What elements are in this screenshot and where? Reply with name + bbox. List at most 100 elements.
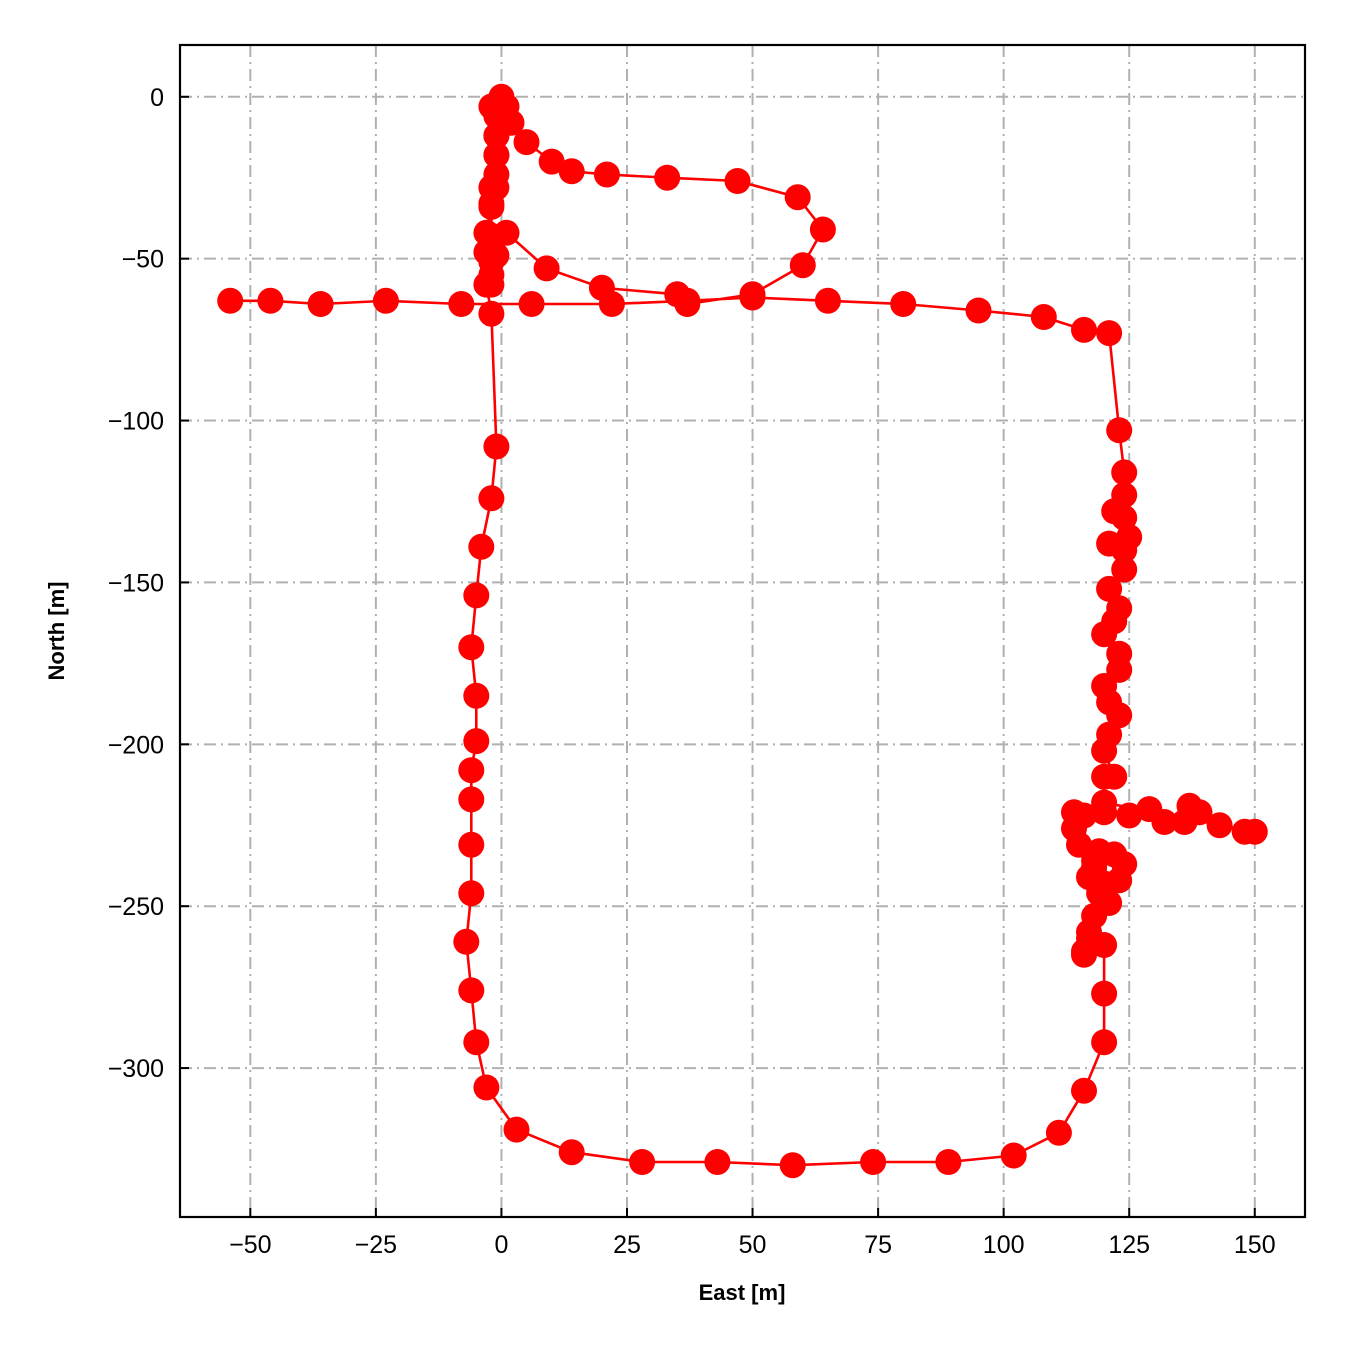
trajectory-point [483,433,510,460]
trajectory-point [1106,640,1133,667]
trajectory-point [1106,417,1133,444]
trajectory-point [860,1149,887,1175]
trajectory-point [1045,1119,1072,1146]
axis-ticks: −50 −25 0 25 50 75 100 125 1500−50−100−150−200−2… [108,84,1276,1259]
trajectory-point [483,142,510,169]
trajectory-point [463,682,490,709]
trajectory-point [1096,320,1123,347]
plot-area [217,83,1268,1179]
grid [180,45,1305,1217]
trajectory-point [307,291,334,317]
trajectory-point [935,1149,962,1175]
trajectory-point [257,287,284,314]
trajectory-point [598,291,625,317]
trajectory-point [1096,721,1123,748]
trajectory-point [448,291,475,317]
trajectory-point [473,271,500,298]
x-axis-label: East [m] [699,1280,786,1305]
trajectory-point [463,582,490,609]
trajectory-point [724,168,751,194]
trajectory-point [1096,530,1123,557]
trajectory-point [965,297,992,324]
trajectory-point [1096,575,1123,602]
trajectory-point [789,252,816,279]
x-tick-label: 50 [739,1231,767,1259]
trajectory-point [468,533,495,560]
y-tick-label: −300 [108,1055,164,1083]
trajectory-point [1071,1077,1097,1104]
trajectory-point [478,300,505,327]
trajectory-point [1096,890,1123,916]
trajectory-point [1076,925,1102,952]
y-tick-label: −150 [108,569,164,597]
trajectory-point [739,284,766,311]
trajectory-point [1106,595,1133,622]
trajectory-point [1091,980,1118,1007]
plot-frame [178,43,1307,1219]
trajectory-point [1091,789,1118,816]
x-tick-label: 0 [494,1231,508,1259]
x-tick-label: 25 [613,1231,641,1259]
trajectory-point [1071,802,1097,829]
trajectory-point [473,239,500,266]
trajectory-point [473,219,500,246]
trajectory-point [1111,482,1138,508]
trajectory-point [1101,841,1128,868]
trajectory-point [890,291,917,317]
trajectory-point [478,190,505,217]
trajectory-point [1111,556,1138,583]
trajectory-point [1091,1029,1118,1056]
trajectory-point [463,1029,490,1056]
trajectory-point [513,129,540,156]
x-tick-label: 100 [983,1231,1025,1259]
trajectory-point [784,184,811,211]
trajectory-point [1111,459,1138,486]
trajectory-point [372,287,399,314]
trajectory-point [558,158,585,185]
trajectory-point [1186,799,1213,826]
trajectory-point [483,122,510,149]
trajectory-point [558,1139,585,1166]
trajectory-point [458,634,485,661]
trajectory-point [654,164,681,191]
trajectory-point [1241,818,1268,845]
trajectory-point [1206,812,1233,839]
trajectory-point [473,1074,500,1101]
trajectory-point [593,161,620,188]
y-axis-label: North [m] [44,582,69,681]
y-tick-label: −200 [108,731,164,759]
trajectory-point [704,1149,731,1175]
trajectory-point [518,291,545,317]
trajectory-point [629,1149,656,1175]
trajectory-point [478,485,505,512]
trajectory-point [458,880,485,907]
trajectory-point [779,1152,806,1179]
x-tick-label: 75 [864,1231,892,1259]
trajectory-point [674,287,701,314]
trajectory-point [478,93,505,120]
y-tick-label: −100 [108,408,164,436]
trajectory-point [458,757,485,784]
trajectory-point [217,287,244,314]
trajectory-point [533,255,560,282]
trajectory-point [458,786,485,813]
y-tick-label: −50 [122,246,164,274]
x-tick-label: 125 [1108,1231,1150,1259]
trajectory-point [1030,304,1057,330]
x-tick-label: −25 [355,1231,397,1259]
trajectory-point [814,287,841,314]
x-tick-label: −50 [229,1231,271,1259]
trajectory-point [538,148,565,175]
trajectory-point [1101,763,1128,790]
trajectory-point [1076,864,1102,891]
trajectory-point [809,216,836,243]
trajectory-point [458,977,485,1004]
y-tick-label: −250 [108,893,164,921]
y-tick-label: 0 [150,84,164,112]
trajectory-point [453,928,480,955]
trajectory-point [503,1116,530,1143]
trajectory-point [1071,316,1097,343]
x-tick-label: 150 [1234,1231,1276,1259]
trajectory-point [458,831,485,858]
